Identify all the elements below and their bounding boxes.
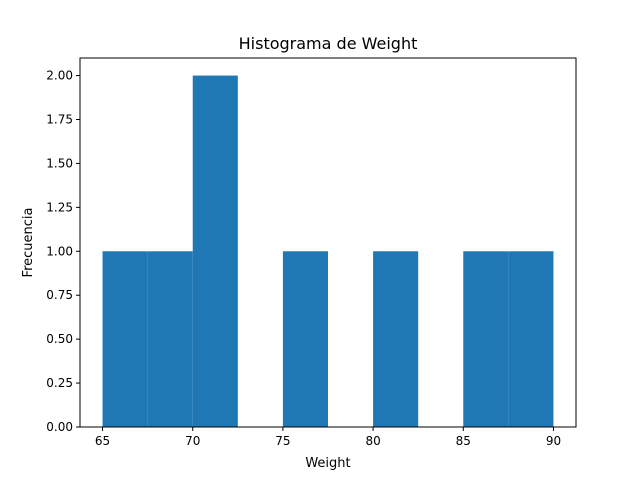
histogram-bar-9	[508, 251, 554, 427]
y-tick-label-0: 0.00	[46, 420, 73, 434]
histogram-bar-8	[463, 251, 509, 427]
x-tick-label-3: 80	[365, 434, 380, 448]
x-tick-label-2: 75	[275, 434, 290, 448]
y-tick-label-6: 1.50	[46, 156, 73, 170]
y-axis-label: Frecuencia	[21, 208, 36, 278]
x-tick-label-0: 65	[95, 434, 110, 448]
x-tick-label-4: 85	[456, 434, 471, 448]
chart-title: Histograma de Weight	[239, 34, 418, 53]
bars-group	[102, 75, 554, 428]
y-tick-label-8: 2.00	[46, 69, 73, 83]
plot-frame	[79, 57, 577, 428]
x-axis-ticks: 65 70 75 80 85 90	[95, 427, 561, 448]
y-tick-label-7: 1.75	[46, 113, 73, 127]
x-tick-label-5: 90	[546, 434, 561, 448]
x-axis-label: Weight	[305, 456, 350, 471]
histogram-bar-0	[102, 251, 148, 427]
y-tick-label-1: 0.25	[46, 376, 73, 390]
y-tick-label-3: 0.75	[46, 288, 73, 302]
histogram-bar-1	[147, 251, 193, 427]
histogram-bar-2	[192, 75, 238, 428]
histogram-bar-4	[282, 251, 328, 427]
y-axis-ticks: 0.00 0.25 0.50 0.75 1.00 1.25 1.50 1.75 2.00	[46, 69, 80, 434]
x-tick-label-1: 70	[185, 434, 200, 448]
y-tick-label-2: 0.50	[46, 332, 73, 346]
y-tick-label-4: 1.00	[46, 244, 73, 258]
y-tick-label-5: 1.25	[46, 200, 73, 214]
histogram-bar-6	[373, 251, 419, 427]
